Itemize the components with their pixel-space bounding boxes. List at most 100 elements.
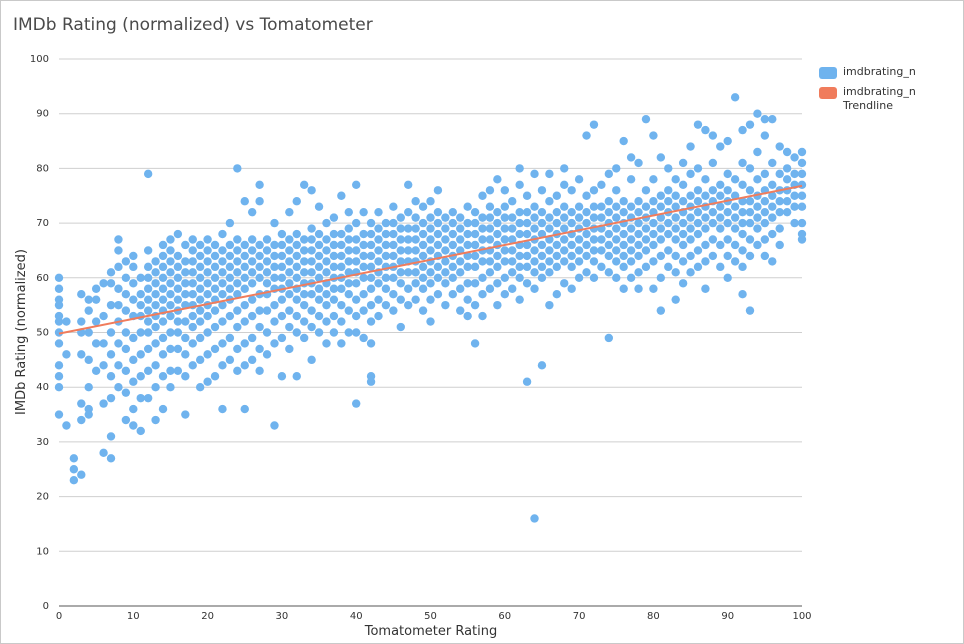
data-point — [69, 475, 79, 485]
data-point — [292, 251, 301, 261]
data-points — [54, 93, 807, 523]
data-point — [671, 251, 680, 261]
data-point — [255, 344, 264, 354]
data-point — [448, 262, 457, 272]
data-point — [337, 284, 346, 293]
data-point — [329, 262, 339, 272]
data-point — [589, 257, 599, 266]
data-point — [545, 300, 554, 310]
data-point — [329, 229, 339, 239]
data-point — [456, 224, 465, 233]
data-point — [129, 333, 138, 343]
data-point — [158, 251, 168, 261]
data-point — [143, 393, 153, 403]
data-point — [671, 235, 680, 244]
data-point — [589, 120, 599, 129]
data-point — [730, 240, 740, 250]
data-point — [181, 290, 190, 299]
data-point — [359, 240, 368, 250]
data-point — [545, 213, 554, 222]
data-point — [247, 295, 257, 304]
data-point — [158, 317, 168, 326]
data-point — [84, 404, 93, 414]
data-point — [641, 114, 651, 124]
data-point — [247, 268, 257, 277]
data-point — [114, 235, 123, 244]
data-point — [597, 213, 606, 222]
data-point — [285, 246, 294, 255]
data-point — [411, 246, 420, 255]
data-point — [151, 300, 160, 310]
data-point — [195, 383, 205, 392]
data-point — [485, 186, 495, 195]
data-point — [515, 218, 524, 228]
data-point — [634, 197, 643, 206]
data-point — [493, 207, 502, 217]
data-point — [203, 246, 212, 255]
data-point — [307, 257, 316, 266]
data-point — [589, 273, 599, 282]
data-point — [270, 421, 279, 430]
data-point — [411, 279, 420, 288]
data-point — [188, 339, 197, 348]
data-point — [158, 350, 168, 359]
legend-item-trendline[interactable]: imdbrating_n Trendline — [819, 85, 953, 113]
data-point — [626, 224, 636, 233]
data-point — [470, 251, 480, 261]
data-point — [91, 295, 101, 304]
data-point — [470, 339, 480, 348]
data-point — [768, 229, 777, 239]
data-point — [634, 158, 643, 168]
data-point — [99, 311, 108, 321]
data-point — [337, 317, 346, 326]
data-point — [121, 328, 131, 337]
data-point — [299, 180, 309, 190]
x-tick-label: 60 — [498, 611, 511, 622]
data-point — [775, 224, 784, 233]
data-point — [129, 377, 138, 386]
data-point — [418, 218, 428, 228]
data-point — [582, 131, 591, 140]
data-point — [381, 218, 391, 228]
data-point — [77, 399, 86, 408]
data-point — [560, 224, 569, 233]
data-point — [433, 290, 443, 299]
data-point — [478, 224, 487, 233]
data-point — [404, 300, 413, 310]
data-point — [374, 295, 383, 304]
data-point — [158, 284, 168, 293]
data-point — [299, 300, 309, 310]
data-point — [84, 383, 93, 392]
data-point — [708, 131, 718, 140]
data-point — [441, 235, 450, 244]
data-point — [567, 240, 576, 250]
data-point — [307, 306, 316, 315]
data-point — [768, 257, 777, 266]
data-point — [797, 202, 807, 211]
data-point — [143, 366, 153, 375]
x-tick-label: 90 — [721, 611, 734, 622]
data-point — [270, 218, 279, 228]
data-point — [485, 284, 495, 293]
data-point — [62, 421, 71, 430]
data-point — [537, 240, 547, 250]
data-point — [701, 284, 710, 293]
data-point — [671, 268, 680, 277]
data-point — [426, 246, 435, 255]
legend-label-scatter: imdbrating_n — [843, 65, 916, 78]
data-point — [143, 246, 153, 255]
data-point — [143, 317, 153, 326]
y-tick-label: 40 — [36, 382, 49, 393]
data-point — [753, 202, 762, 211]
data-point — [567, 251, 576, 261]
data-point — [218, 300, 227, 310]
data-point — [359, 290, 368, 299]
data-point — [701, 175, 710, 184]
legend-item-scatter[interactable]: imdbrating_n — [819, 65, 953, 79]
data-point — [560, 235, 569, 244]
data-point — [352, 246, 361, 255]
data-point — [195, 251, 205, 261]
data-point — [508, 284, 517, 293]
data-point — [292, 229, 301, 239]
data-point — [381, 229, 391, 239]
